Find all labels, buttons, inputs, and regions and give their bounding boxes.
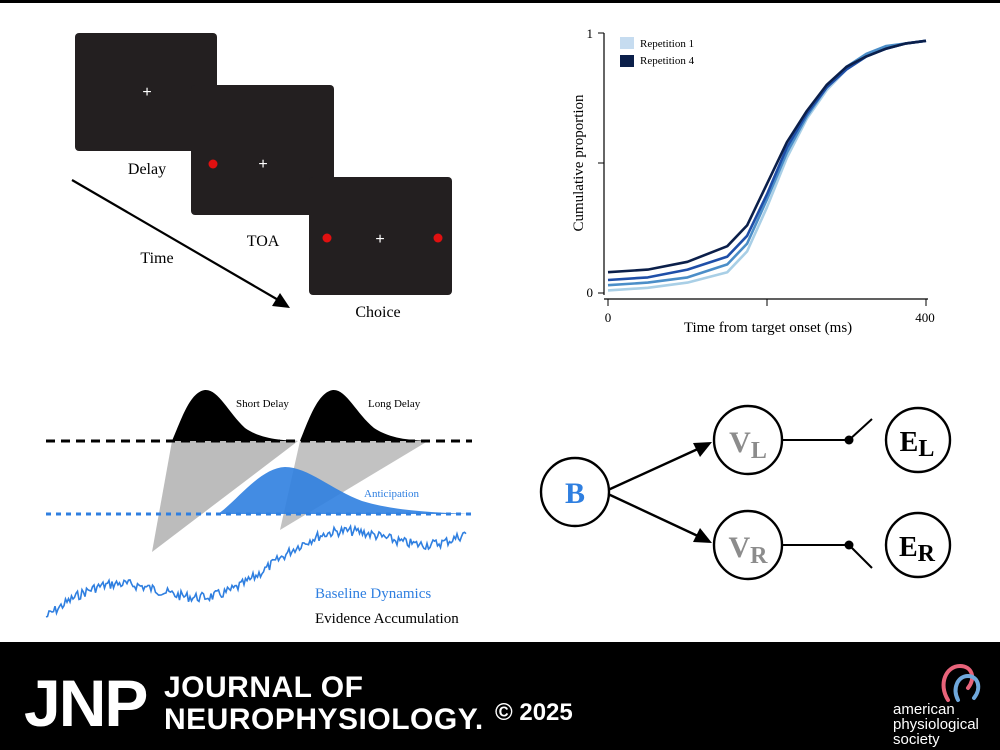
node-el — [884, 406, 952, 474]
baseline-trace — [45, 523, 467, 618]
legend-swatch-rep4 — [620, 55, 634, 67]
time-label: Time — [140, 250, 173, 267]
node-er-label: ER — [899, 532, 936, 567]
aps-line3: society — [893, 731, 940, 748]
node-vl-subscript: L — [751, 438, 767, 464]
edge-b-to-vr-arrowhead — [693, 528, 712, 543]
top-rule — [0, 0, 1000, 3]
target-dot-toa — [208, 159, 218, 169]
delay-screen — [75, 33, 217, 151]
task-timeline-panel: + + + Delay TOA Choice Time — [71, 33, 452, 321]
baseline-dynamics-panel: Short Delay Long Delay Anticipation Base… — [45, 389, 472, 627]
journal-footer: JNP JOURNAL OF NEUROPHYSIOLOGY. © 2025 a… — [0, 642, 1000, 750]
toa-label: TOA — [247, 233, 280, 250]
short-delay-distribution — [172, 389, 298, 441]
target-dot-left — [322, 233, 332, 243]
chart-series-group — [607, 39, 927, 292]
edge-b-to-vl-arrowhead — [693, 442, 712, 457]
journal-title: JOURNAL OF NEUROPHYSIOLOGY. — [164, 672, 484, 736]
node-vr-label: VR — [728, 531, 768, 569]
anticipation-label: Anticipation — [364, 488, 419, 500]
switch-arm-right — [848, 544, 873, 569]
target-dot-right — [433, 233, 443, 243]
y-tick-label-top: 1 — [587, 26, 594, 41]
aps-wordmark: american physiological society — [893, 702, 979, 747]
delay-label: Delay — [128, 161, 166, 178]
series-line-3 — [607, 39, 927, 282]
node-vr-subscript: R — [750, 543, 768, 569]
node-vr-letter: V — [728, 531, 750, 564]
x-axis-label: Time from target onset (ms) — [684, 320, 852, 336]
legend-label-rep4: Repetition 4 — [640, 55, 695, 67]
time-arrow-line — [71, 179, 281, 302]
evidence-accumulation-label: Evidence Accumulation — [315, 611, 459, 627]
journal-title-line2: NEUROPHYSIOLOGY. — [164, 703, 484, 736]
series-line-4 — [607, 39, 927, 274]
node-b-label: B — [565, 477, 585, 510]
toa-screen — [191, 85, 334, 215]
node-vl-label: VL — [729, 426, 767, 464]
aps-line1: american — [893, 701, 955, 718]
legend-label-rep1: Repetition 1 — [640, 38, 694, 50]
node-el-subscript: L — [918, 436, 934, 462]
edge-b-to-vl — [607, 446, 701, 492]
edge-b-to-vr — [607, 492, 701, 539]
long-delay-distribution — [300, 389, 428, 441]
projection-cone-short — [152, 441, 298, 552]
y-axis-label: Cumulative proportion — [571, 94, 587, 232]
journal-title-line1: JOURNAL OF — [164, 671, 364, 704]
anticipation-distribution — [218, 467, 468, 514]
fixation-cross-2: + — [258, 156, 267, 173]
node-er-letter: E — [899, 532, 918, 563]
switch-arm-left — [848, 418, 873, 441]
x-tick-label-start: 0 — [605, 310, 612, 325]
aps-swirl-icon — [941, 663, 981, 702]
fixation-cross-1: + — [142, 84, 151, 101]
legend-swatch-rep1 — [620, 37, 634, 49]
y-tick-label-bottom: 0 — [587, 285, 594, 300]
node-el-label: EL — [900, 427, 935, 462]
copyright-notice: © 2025 — [495, 699, 573, 726]
node-el-letter: E — [900, 427, 919, 458]
node-vl-letter: V — [729, 426, 751, 459]
baseline-dynamics-label: Baseline Dynamics — [315, 586, 431, 602]
aps-line2: physiological — [893, 716, 979, 733]
model-graph-panel: B VL VR EL ER — [539, 404, 952, 581]
jnp-logo: JNP — [24, 666, 148, 740]
node-b — [539, 456, 611, 528]
figure-canvas: + + + Delay TOA Choice Time 1 0 0 400 Ti… — [45, 26, 952, 627]
time-arrow-head — [272, 293, 290, 308]
x-tick-label-end: 400 — [915, 310, 935, 325]
long-delay-label: Long Delay — [368, 398, 421, 410]
node-er — [884, 511, 952, 579]
choice-screen — [309, 177, 452, 295]
fixation-cross-3: + — [375, 231, 384, 248]
short-delay-label: Short Delay — [236, 398, 289, 410]
series-line-1 — [607, 39, 927, 292]
series-line-2 — [607, 39, 927, 287]
choice-label: Choice — [355, 304, 400, 321]
node-er-subscript: R — [918, 541, 936, 567]
cumulative-chart-panel: 1 0 0 400 Time from target onset (ms) Cu… — [571, 26, 935, 336]
